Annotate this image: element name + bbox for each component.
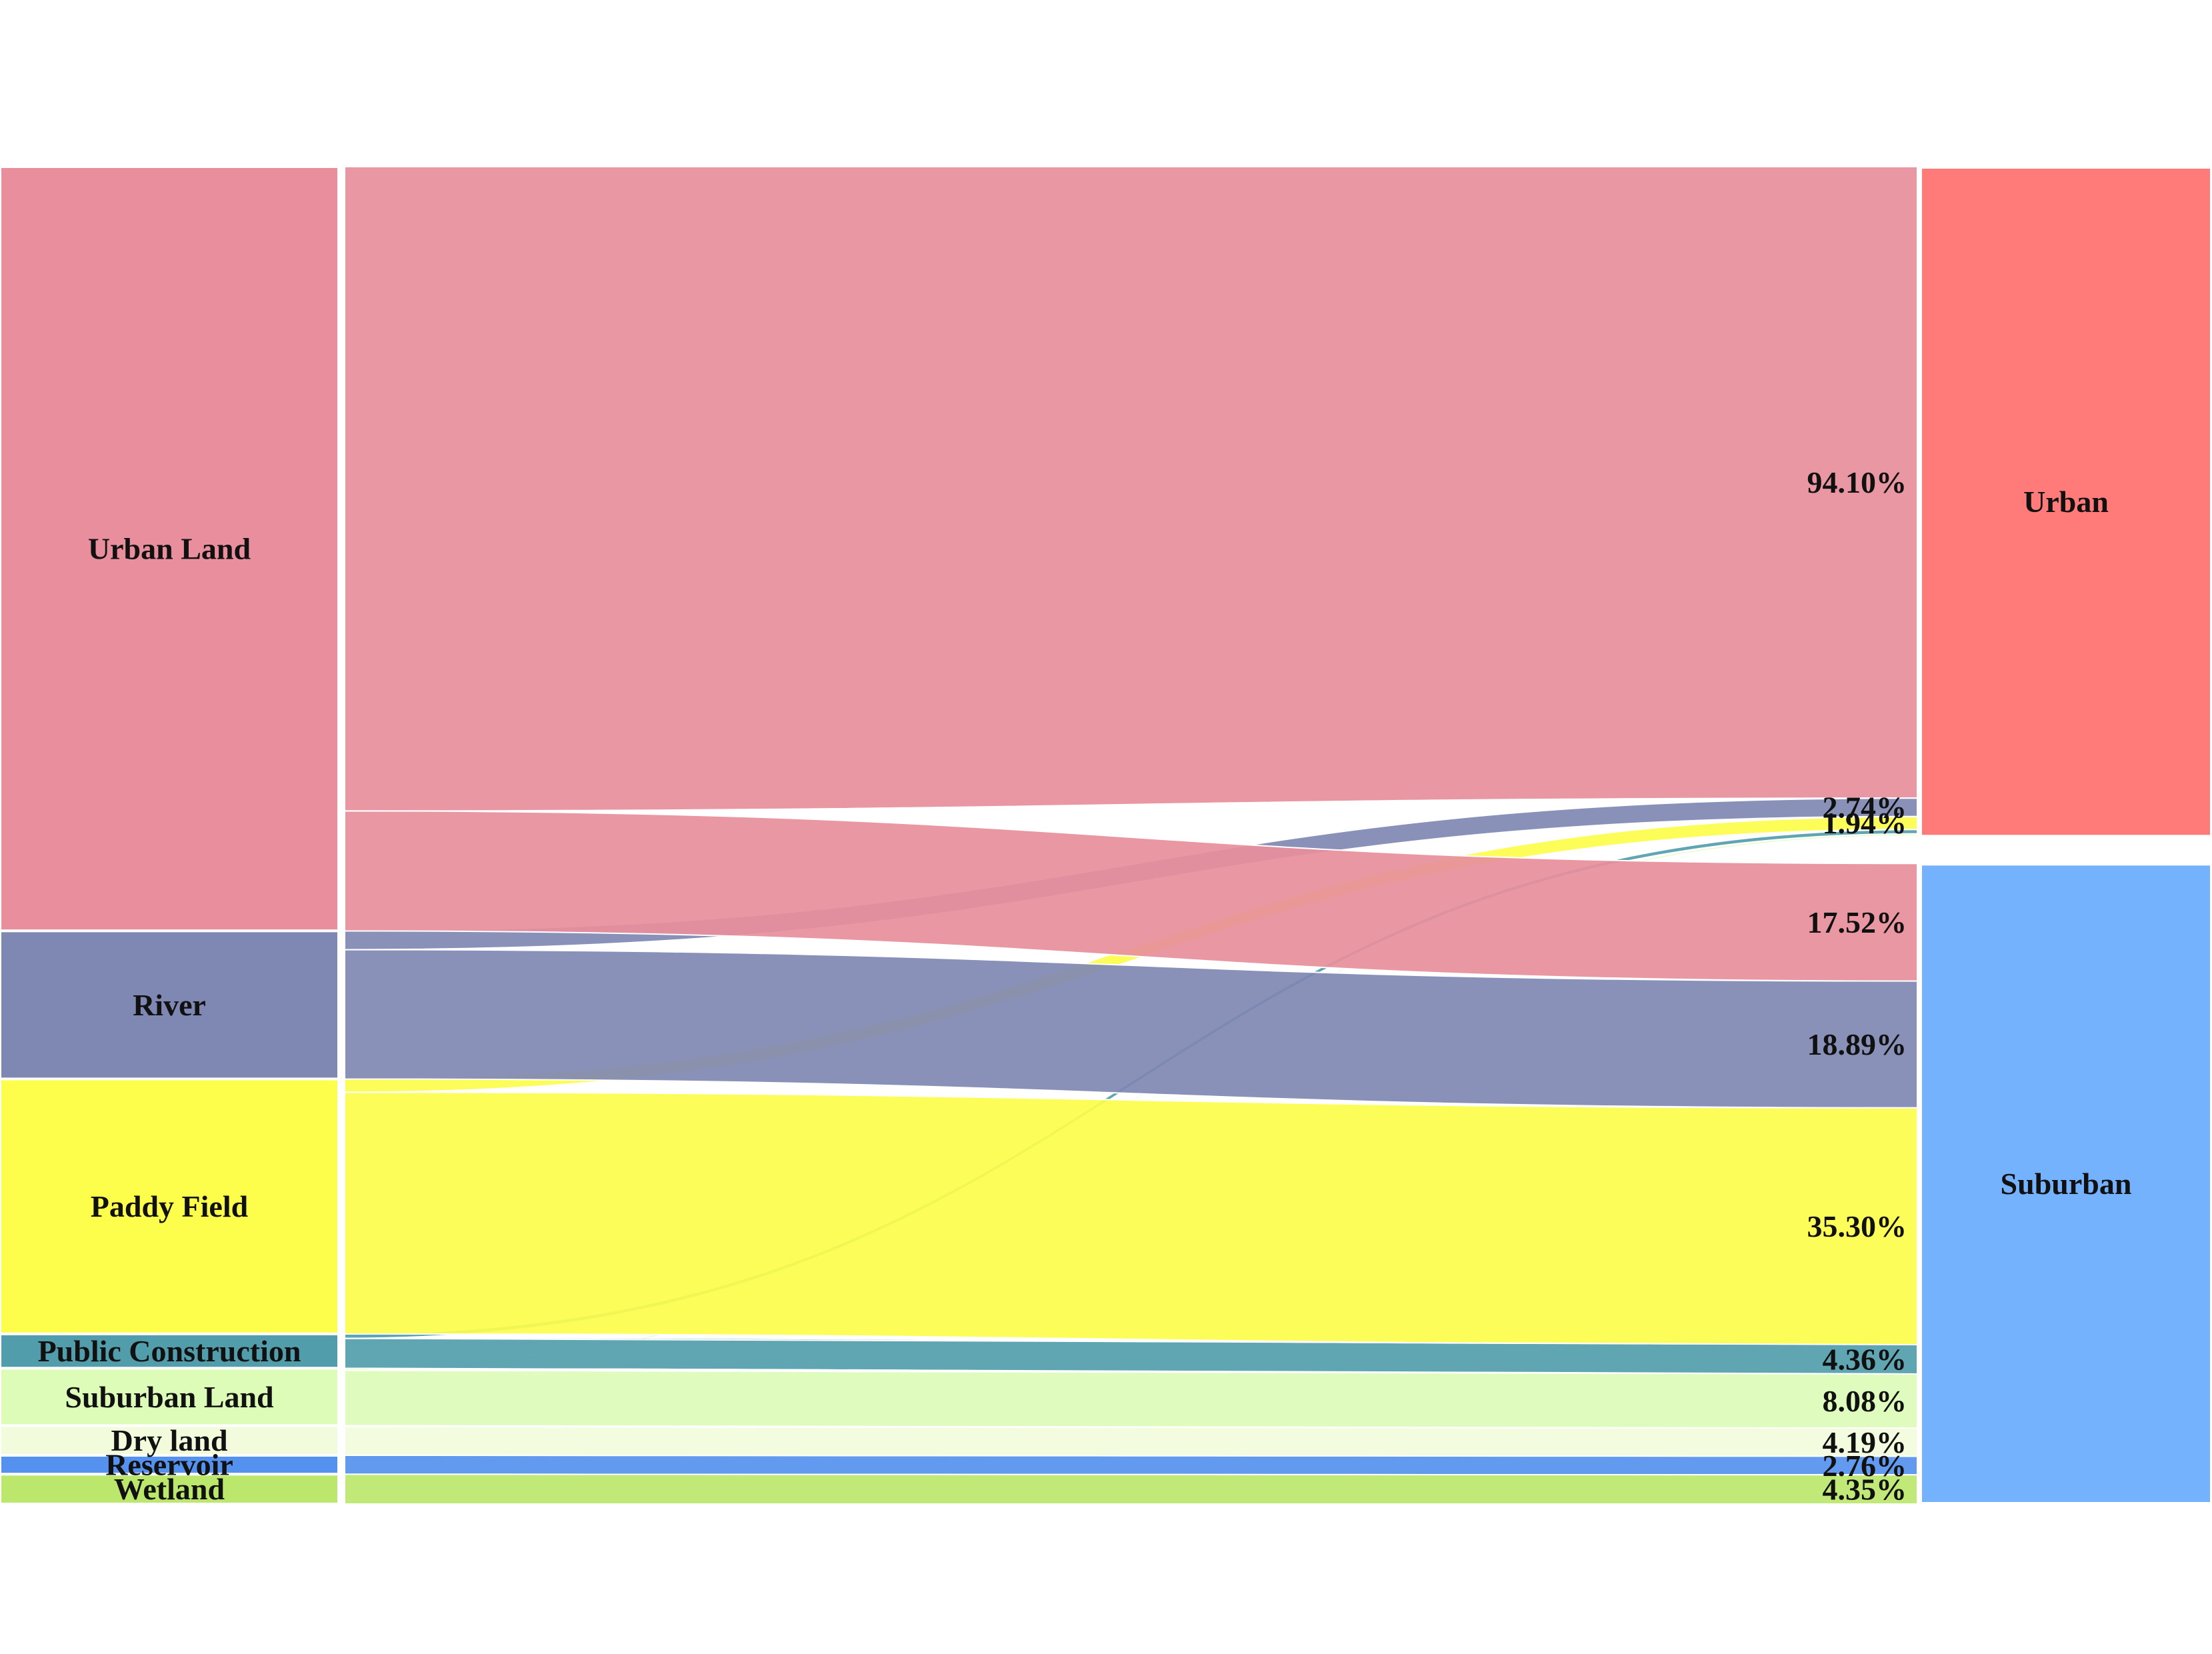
- source-label-wetland: Wetland: [114, 1472, 225, 1506]
- target-node-urban: [1918, 165, 2212, 839]
- label-layer: Urban Land River Paddy Field Public Constru…: [38, 465, 2132, 1507]
- flow-dry-land-to-suburban: [344, 1425, 1918, 1457]
- source-node-wetland: [0, 1473, 340, 1506]
- value-label-dry-land-to-suburban: 4.19%: [1823, 1425, 1907, 1459]
- value-label-paddy-field-to-urban: 1.94%: [1823, 806, 1907, 840]
- source-node-public-construction: [0, 1332, 340, 1370]
- target-label-urban: Urban: [2023, 485, 2109, 519]
- source-label-dry-land: Dry land: [111, 1423, 228, 1457]
- value-label-wetland-to-suburban: 4.35%: [1823, 1473, 1907, 1507]
- value-label-urban-land-to-urban: 94.10%: [1807, 465, 1907, 499]
- source-node-suburban-land: [0, 1367, 340, 1427]
- source-node-river: [0, 929, 340, 1081]
- source-node-dry-land: [0, 1424, 340, 1457]
- flow-suburban-land-to-suburban: [344, 1369, 1918, 1429]
- source-label-paddy-field: Paddy Field: [91, 1189, 249, 1223]
- source-label-urban-land: Urban Land: [88, 532, 251, 566]
- flow-wetland-to-suburban: [344, 1473, 1918, 1505]
- flow-layer: [344, 165, 1918, 1505]
- flow-urban-land-to-urban: [344, 165, 1918, 812]
- source-node-paddy-field: [0, 1077, 340, 1335]
- flow-reservoir-to-suburban: [344, 1454, 1918, 1476]
- value-label-river-to-urban: 2.74%: [1823, 790, 1907, 824]
- flow-paddy-field-to-suburban: [344, 1091, 1918, 1346]
- value-label-urban-land-to-suburban: 17.52%: [1807, 905, 1907, 939]
- source-label-reservoir: Reservoir: [105, 1448, 233, 1482]
- source-label-suburban-land: Suburban Land: [65, 1380, 274, 1414]
- node-layer: [0, 165, 2212, 1507]
- target-node-suburban: [1918, 861, 2212, 1507]
- source-label-public-construction: Public Construction: [38, 1334, 301, 1368]
- flow-public-construction-to-suburban: [344, 1337, 1918, 1375]
- value-label-paddy-field-to-suburban: 35.30%: [1807, 1209, 1907, 1243]
- source-node-urban-land: [0, 165, 340, 933]
- value-label-suburban-land-to-suburban: 8.08%: [1823, 1384, 1907, 1418]
- value-label-reservoir-to-suburban: 2.76%: [1823, 1449, 1907, 1483]
- value-label-public-construction-to-suburban: 4.36%: [1823, 1342, 1907, 1376]
- value-label-river-to-suburban: 18.89%: [1807, 1027, 1907, 1061]
- target-label-suburban: Suburban: [2001, 1167, 2132, 1201]
- source-label-river: River: [133, 988, 206, 1022]
